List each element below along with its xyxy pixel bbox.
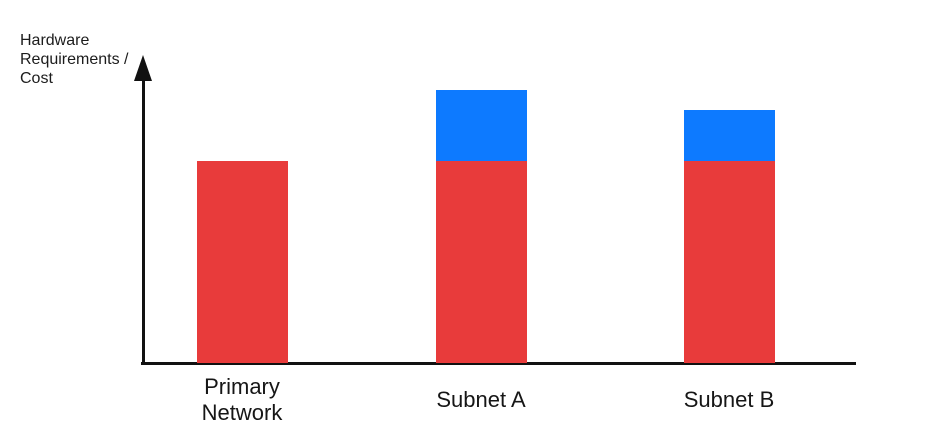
x-tick-label-3: Subnet B [683,387,775,412]
x-axis-line [141,362,856,365]
x-tick-label-2: Subnet A [436,387,526,412]
bar-3-blue-top-segment [683,110,775,161]
bar-2-red-base-segment [435,161,527,363]
bar-1 [196,161,288,363]
y-axis-arrowhead-icon [134,55,152,81]
bar-3-red-base-segment [683,161,775,363]
x-tick-label-1: Primary Network [201,374,283,425]
bar-2 [435,90,527,363]
bar-2-blue-top-segment [435,90,527,161]
bar-1-red-base-segment [196,161,288,363]
bar-3 [683,110,775,363]
y-axis-title: Hardware Requirements / Cost [20,32,129,87]
y-axis-line [142,74,145,365]
